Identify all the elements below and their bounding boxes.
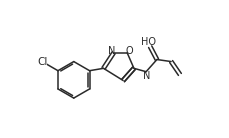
Text: Cl: Cl (37, 57, 48, 67)
Text: HO: HO (140, 37, 155, 47)
Text: O: O (125, 46, 133, 56)
Text: N: N (142, 71, 149, 81)
Text: N: N (107, 46, 114, 56)
